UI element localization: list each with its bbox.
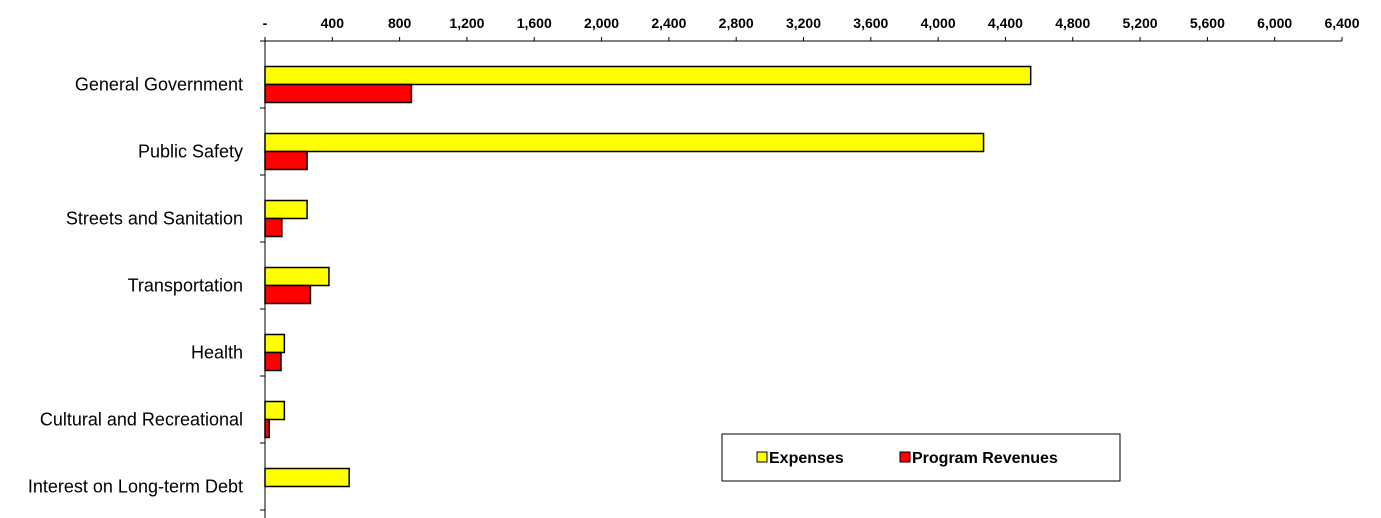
x-tick-label: 4,800 — [1055, 15, 1090, 31]
legend-label-expenses: Expenses — [769, 450, 844, 467]
x-tick-label: 5,200 — [1123, 15, 1158, 31]
bar-layer — [264, 65, 1032, 488]
category-label-streets-and-sanitation: Streets and Sanitation — [66, 209, 243, 229]
x-tick-label: 6,400 — [1324, 15, 1359, 31]
x-tick-label: 1,200 — [449, 15, 484, 31]
bar-program-revenues-public-safety — [264, 150, 308, 171]
bar-expenses-health — [264, 333, 286, 354]
category-label-general-government: General Government — [75, 75, 243, 95]
x-tick-label: 2,000 — [584, 15, 619, 31]
x-tick-label: 6,000 — [1257, 15, 1292, 31]
category-label-transportation: Transportation — [128, 276, 243, 296]
bar-program-revenues-cultural-and-recreational — [264, 418, 270, 439]
bar-program-revenues-health — [264, 351, 282, 372]
x-tick-label: 5,600 — [1190, 15, 1225, 31]
legend-label-program-revenues: Program Revenues — [912, 450, 1058, 467]
x-tick-label: 1,600 — [517, 15, 552, 31]
bar-program-revenues-transportation — [264, 284, 312, 305]
legend-box — [721, 433, 1121, 482]
x-tick-label: 400 — [321, 15, 345, 31]
category-label-cultural-and-recreational: Cultural and Recreational — [40, 410, 243, 430]
x-tick-label: 4,400 — [988, 15, 1023, 31]
x-tick-label: 4,000 — [921, 15, 956, 31]
bar-expenses-public-safety — [264, 132, 985, 153]
bar-expenses-general-government — [264, 65, 1032, 86]
legend: Expenses Program Revenues — [721, 433, 1121, 482]
bar-expenses-streets-and-sanitation — [264, 199, 308, 220]
bar-program-revenues-streets-and-sanitation — [264, 217, 283, 238]
x-tick-label: 3,200 — [786, 15, 821, 31]
x-tick-label: - — [263, 15, 268, 31]
bar-program-revenues-general-government — [264, 83, 413, 104]
x-tick-label: 2,800 — [719, 15, 754, 31]
legend-swatch-expenses — [756, 451, 768, 463]
x-tick-label: 3,600 — [853, 15, 888, 31]
x-tick-label: 800 — [388, 15, 412, 31]
x-tick-label: 2,400 — [651, 15, 686, 31]
legend-swatch-program-revenues — [899, 451, 911, 463]
bar-expenses-transportation — [264, 266, 330, 287]
category-label-health: Health — [191, 343, 243, 363]
bar-expenses-cultural-and-recreational — [264, 400, 286, 421]
axis-layer: - 400 800 1,200 1,600 2,000 2,400 2,800 3,200 3,6… — [28, 15, 1360, 518]
bar-expenses-interest-on-long-term-debt — [264, 467, 350, 488]
category-label-public-safety: Public Safety — [138, 142, 243, 162]
category-label-interest-on-long-term-debt: Interest on Long-term Debt — [28, 477, 243, 497]
